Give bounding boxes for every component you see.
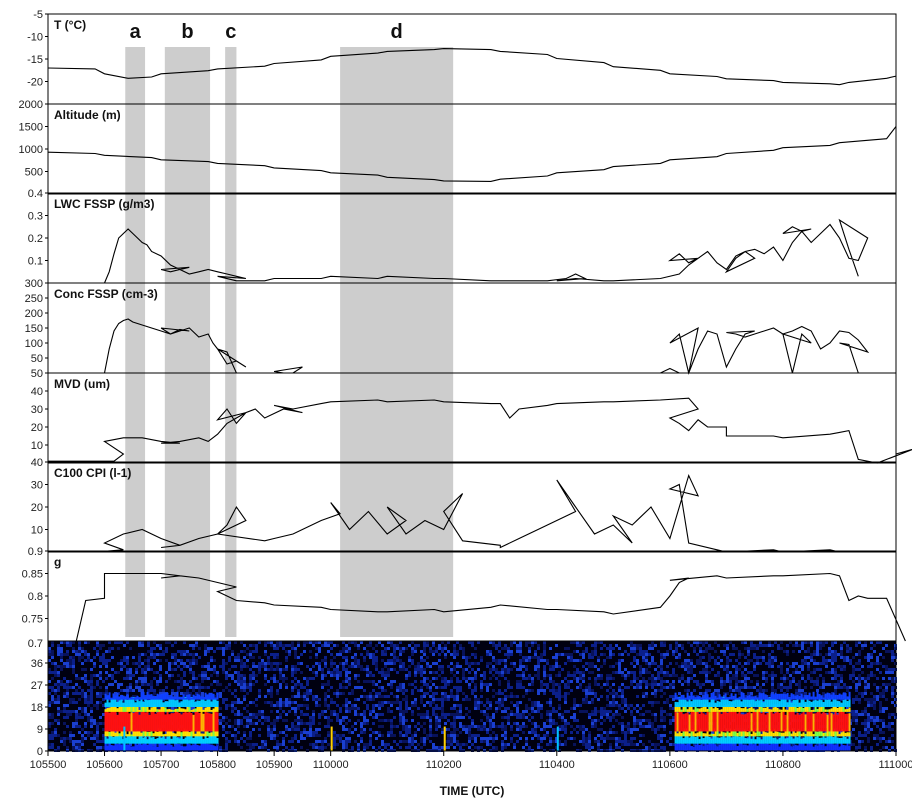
ytick-label: 250: [25, 293, 43, 305]
panel-frame: [47, 372, 897, 464]
band-label-a: a: [130, 21, 142, 43]
x-axis: 105500 105600 105700 105800 105900 110000 1102…: [30, 751, 912, 798]
band-label-c: c: [225, 21, 236, 43]
xtick-label: 111000: [878, 759, 912, 771]
ytick-label: 0.2: [28, 233, 43, 245]
xtick-label: 110200: [426, 759, 462, 771]
ytick-label: 500: [25, 167, 43, 179]
ytick-label: 20: [31, 502, 43, 514]
ytick-label: 0.85: [22, 569, 43, 581]
ytick-label: 9: [37, 724, 43, 736]
series-line: [103, 218, 869, 284]
x-axis-title: TIME (UTC): [440, 784, 505, 798]
panel-1: 2000 1500 1000 500 Altitude (m): [19, 99, 897, 195]
ytick-label: 10: [31, 525, 43, 537]
spectrum-heatmap: [48, 641, 897, 752]
ytick-label: 30: [31, 480, 43, 492]
panels: -5-10-15-20T (°C)200015001000500Altitude…: [19, 9, 912, 758]
ytick-label: 40: [31, 386, 43, 398]
panel-6: 0.9 0.85 0.8 0.75 g: [22, 546, 906, 642]
ytick-label: 50: [31, 353, 43, 365]
series-line: [103, 318, 870, 375]
xtick-label: 105500: [30, 759, 67, 771]
ytick-label: 0: [37, 746, 43, 758]
ytick-label: 20: [31, 422, 43, 434]
ytick-label: -10: [27, 32, 43, 44]
xtick-label: 110400: [539, 759, 575, 771]
ytick-label: -20: [27, 77, 43, 89]
series-line: [75, 572, 906, 642]
ytick-label: 2000: [19, 99, 43, 111]
panel-4: 50 40 30 20 10 MVD (um): [31, 368, 912, 464]
ytick-label: 100: [25, 338, 43, 350]
panel-title: Altitude (m): [54, 108, 121, 122]
series-line: [48, 397, 912, 464]
heatmap-frame: [47, 640, 897, 752]
series-line: [48, 473, 896, 553]
panel-title: Conc FSSP (cm-3): [54, 287, 158, 301]
ytick-label: 0.7: [28, 638, 43, 650]
ytick-label: -15: [27, 54, 43, 66]
ytick-label: 40: [31, 457, 43, 469]
panel-title: T (°C): [54, 18, 86, 32]
ytick-label: 1500: [19, 122, 43, 134]
ytick-label: 200: [25, 308, 43, 320]
ytick-label: -5: [33, 9, 43, 21]
xtick-label: 105800: [199, 759, 236, 771]
highlight-bands: [125, 47, 454, 637]
band-label-d: d: [391, 21, 403, 43]
ytick-label: 0.4: [28, 188, 43, 200]
panel-title: MVD (um): [54, 377, 110, 391]
ytick-label: 0.8: [28, 591, 43, 603]
xtick-label: 110600: [652, 759, 688, 771]
ytick-label: 0.3: [28, 211, 43, 223]
ytick-label: 10: [31, 440, 43, 452]
panel-title: g: [54, 555, 61, 569]
band-d: [340, 47, 454, 637]
panel-title: C100 CPI (l-1): [54, 466, 131, 480]
panel-title: LWC FSSP (g/m3): [54, 197, 154, 211]
xtick-label: 110000: [313, 759, 349, 771]
panel-3: 300 250 200 150 100 50 Conc FSSP (cm-3): [25, 278, 897, 375]
series-line: [47, 48, 897, 86]
xtick-label: 105700: [143, 759, 180, 771]
ytick-label: 1000: [19, 144, 43, 156]
band-a: [125, 47, 146, 637]
ytick-label: 150: [25, 323, 43, 335]
ytick-label: 0.1: [28, 256, 43, 268]
ytick-label: 0.75: [22, 614, 43, 626]
band-labels: a b c d: [130, 21, 403, 43]
xtick-label: 105600: [86, 759, 123, 771]
panel-0: -5 -10 -15 -20 T (°C): [27, 9, 897, 105]
band-b: [164, 47, 211, 637]
ytick-label: 18: [31, 702, 43, 714]
ytick-label: 36: [31, 658, 43, 670]
ytick-label: 50: [31, 368, 43, 380]
xtick-label: 110800: [765, 759, 801, 771]
ytick-label: 300: [25, 278, 43, 290]
panel-5: 40 30 20 10 C100 CPI (l-1): [31, 457, 897, 553]
ytick-label: 0.9: [28, 546, 43, 558]
band-label-b: b: [181, 21, 193, 43]
panel-2: 0.4 0.3 0.2 0.1 LWC FSSP (g/m3): [28, 188, 897, 284]
band-c: [225, 47, 237, 637]
ytick-label: 27: [31, 680, 43, 692]
ytick-label: 30: [31, 404, 43, 416]
series-line: [47, 126, 897, 182]
xtick-label: 105900: [256, 759, 293, 771]
